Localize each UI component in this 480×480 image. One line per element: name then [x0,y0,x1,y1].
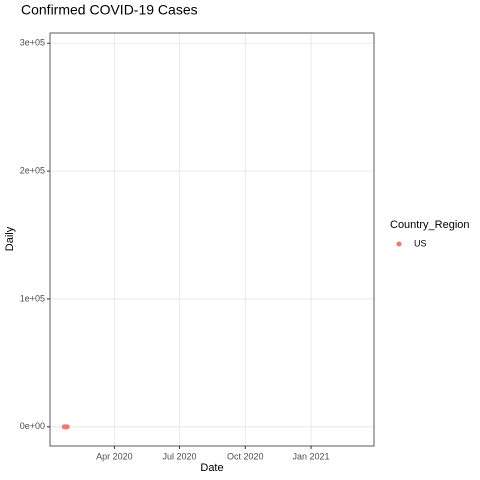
legend-label: US [414,238,427,248]
y-tick-label: 2e+05 [20,165,45,175]
plot-panel [49,32,375,447]
x-tick-label: Oct 2020 [227,451,264,461]
y-tick-label: 1e+05 [20,293,45,303]
y-tick-label: 0e+00 [20,421,45,431]
legend-key [396,241,402,247]
y-axis-label: Daily [4,226,16,251]
legend-title: Country_Region [390,219,470,231]
point [64,424,70,430]
x-tick-label: Jan 2021 [293,451,330,461]
x-tick-label: Apr 2020 [96,451,133,461]
y-tick-label: 3e+05 [20,38,45,48]
chart-title: Confirmed COVID-19 Cases [21,2,198,18]
x-axis-label: Date [200,462,223,474]
x-tick-label: Jul 2020 [162,451,196,461]
